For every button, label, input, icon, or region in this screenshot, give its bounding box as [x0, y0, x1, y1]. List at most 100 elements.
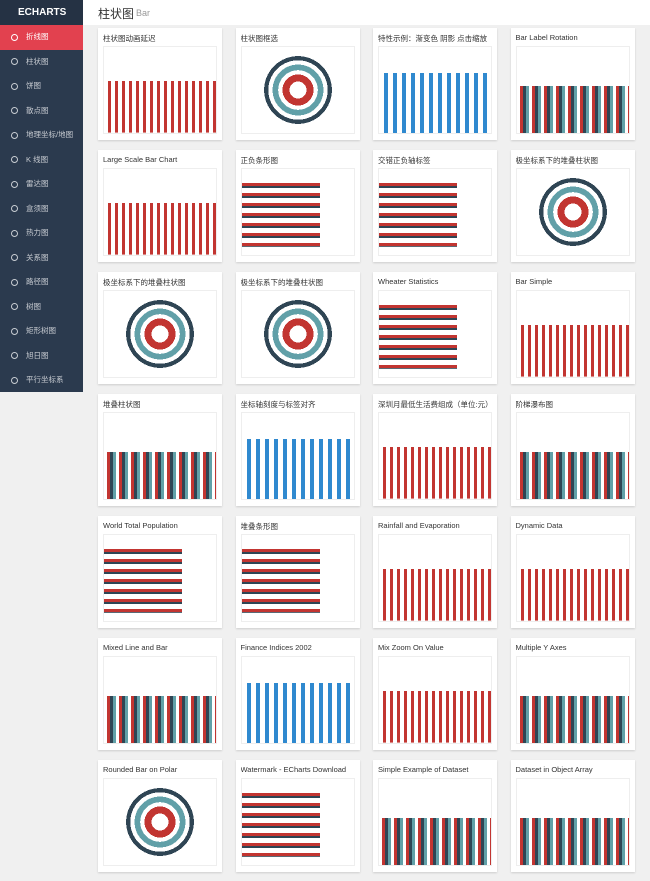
nav-item[interactable]: K 线图 — [0, 148, 83, 173]
example-card[interactable]: 极坐标系下的堆叠柱状图 — [510, 150, 635, 262]
thumbnail[interactable] — [240, 778, 355, 866]
card-title: Wheater Statistics — [378, 277, 439, 286]
example-card[interactable]: Dynamic Data — [510, 516, 635, 628]
example-card[interactable]: Rounded Bar on Polar — [98, 760, 222, 872]
thumbnail[interactable] — [103, 778, 217, 866]
logo[interactable]: ECHARTS — [0, 0, 83, 25]
thumbnail[interactable] — [515, 656, 630, 744]
example-card[interactable]: 极坐标系下的堆叠柱状图 — [98, 272, 222, 384]
example-card[interactable]: 正负条形图 — [235, 150, 360, 262]
thumbnail[interactable] — [515, 412, 630, 500]
header: 柱状图 Bar — [83, 0, 650, 25]
thumbnail[interactable] — [378, 46, 492, 134]
nav-item[interactable]: 饼图 — [0, 74, 83, 99]
example-card[interactable]: Finance Indices 2002 — [235, 638, 360, 750]
card-title: Rainfall and Evaporation — [378, 521, 460, 530]
header-subtitle: Bar — [136, 8, 151, 18]
card-title: Mix Zoom On Value — [378, 643, 444, 652]
nav-item[interactable]: 旭日图 — [0, 344, 83, 369]
example-card[interactable]: Mixed Line and Bar — [98, 638, 222, 750]
example-card[interactable]: 堆叠条形图 — [235, 516, 360, 628]
card-title: 特性示例：渐变色 阴影 点击缩放 — [378, 34, 488, 43]
nav-item[interactable]: 平行坐标系 — [0, 368, 83, 393]
example-card[interactable]: Mix Zoom On Value — [373, 638, 497, 750]
nav-item[interactable]: 散点图 — [0, 99, 83, 124]
thumbnail[interactable] — [515, 778, 630, 866]
nav-item[interactable]: 盒须图 — [0, 197, 83, 222]
example-card[interactable]: 柱状图动画延迟 — [98, 28, 222, 140]
example-card[interactable]: Bar Simple — [510, 272, 635, 384]
card-title: Watermark - ECharts Download — [240, 765, 347, 774]
card-title: 阶梯瀑布图 — [515, 400, 554, 409]
card-title: 交错正负轴标签 — [378, 156, 431, 165]
thumbnail[interactable] — [240, 656, 355, 744]
nav-item[interactable]: 树图 — [0, 295, 83, 320]
thumbnail[interactable] — [240, 412, 355, 500]
thumbnail[interactable] — [103, 412, 217, 500]
card-title: 坐标轴刻度与标签对齐 — [240, 400, 316, 409]
nav-item[interactable]: 关系图 — [0, 246, 83, 271]
card-title: Bar Label Rotation — [515, 33, 578, 42]
example-card[interactable]: 深圳月最低生活费组成（单位:元） — [373, 394, 497, 506]
thumbnail[interactable] — [240, 46, 355, 134]
thumbnail[interactable] — [103, 534, 217, 622]
thumbnail[interactable] — [515, 168, 630, 256]
example-card[interactable]: 极坐标系下的堆叠柱状图 — [235, 272, 360, 384]
example-card[interactable]: 堆叠柱状图 — [98, 394, 222, 506]
card-title: 极坐标系下的堆叠柱状图 — [515, 156, 599, 165]
thumbnail[interactable] — [515, 290, 630, 378]
thumbnail[interactable] — [240, 534, 355, 622]
thumbnail[interactable] — [378, 534, 492, 622]
nav-item[interactable]: 热力图 — [0, 221, 83, 246]
example-card[interactable]: 坐标轴刻度与标签对齐 — [235, 394, 360, 506]
thumbnail[interactable] — [103, 46, 217, 134]
thumbnail[interactable] — [515, 46, 630, 134]
thumbnail[interactable] — [378, 168, 492, 256]
card-title: 极坐标系下的堆叠柱状图 — [240, 278, 324, 287]
example-card[interactable]: Multiple Y Axes — [510, 638, 635, 750]
nav-item[interactable]: 地理坐标/地图 — [0, 123, 83, 148]
example-card[interactable]: Dataset in Object Array — [510, 760, 635, 872]
card-title: Simple Example of Dataset — [378, 765, 469, 774]
card-title: 正负条形图 — [240, 156, 279, 165]
thumbnail[interactable] — [103, 168, 217, 256]
card-title: Large Scale Bar Chart — [103, 155, 178, 164]
thumbnail[interactable] — [240, 168, 355, 256]
example-card[interactable]: 柱状图框选 — [235, 28, 360, 140]
thumbnail[interactable] — [378, 778, 492, 866]
thumbnail[interactable] — [378, 656, 492, 744]
nav-item[interactable]: 矩形树图 — [0, 319, 83, 344]
card-title: Rounded Bar on Polar — [103, 765, 178, 774]
example-card[interactable]: 阶梯瀑布图 — [510, 394, 635, 506]
example-card[interactable]: Simple Example of Dataset — [373, 760, 497, 872]
card-title: Mixed Line and Bar — [103, 643, 168, 652]
example-card[interactable]: 交错正负轴标签 — [373, 150, 497, 262]
thumbnail[interactable] — [103, 290, 217, 378]
example-card[interactable]: World Total Population — [98, 516, 222, 628]
card-title: Dynamic Data — [515, 521, 563, 530]
example-card[interactable]: 特性示例：渐变色 阴影 点击缩放 — [373, 28, 497, 140]
card-title: 堆叠柱状图 — [103, 400, 141, 409]
sidebar: ECHARTS 折线图 柱状图 饼图 散点图 地理坐标/地图 K 线图 雷达图 盒须图 热力图关… — [0, 0, 83, 392]
example-card[interactable]: Bar Label Rotation — [510, 28, 635, 140]
thumbnail[interactable] — [103, 656, 217, 744]
thumbnail[interactable] — [240, 290, 355, 378]
nav-item[interactable]: 雷达图 — [0, 172, 83, 197]
thumbnail[interactable] — [378, 290, 492, 378]
example-card[interactable]: Rainfall and Evaporation — [373, 516, 497, 628]
card-title: Finance Indices 2002 — [240, 643, 312, 652]
thumbnail[interactable] — [378, 412, 492, 500]
card-title: 柱状图框选 — [240, 34, 279, 43]
header-title: 柱状图 — [98, 7, 135, 21]
example-card[interactable]: Large Scale Bar Chart — [98, 150, 222, 262]
nav-item[interactable]: 折线图 — [0, 25, 83, 50]
card-title: 极坐标系下的堆叠柱状图 — [103, 278, 186, 287]
thumbnail[interactable] — [515, 534, 630, 622]
nav-item[interactable]: 柱状图 — [0, 50, 83, 75]
example-card[interactable]: Wheater Statistics — [373, 272, 497, 384]
nav-item[interactable]: 路径图 — [0, 270, 83, 295]
card-title: Multiple Y Axes — [515, 643, 567, 652]
example-card[interactable]: Watermark - ECharts Download — [235, 760, 360, 872]
card-title: 深圳月最低生活费组成（单位:元） — [378, 400, 493, 409]
